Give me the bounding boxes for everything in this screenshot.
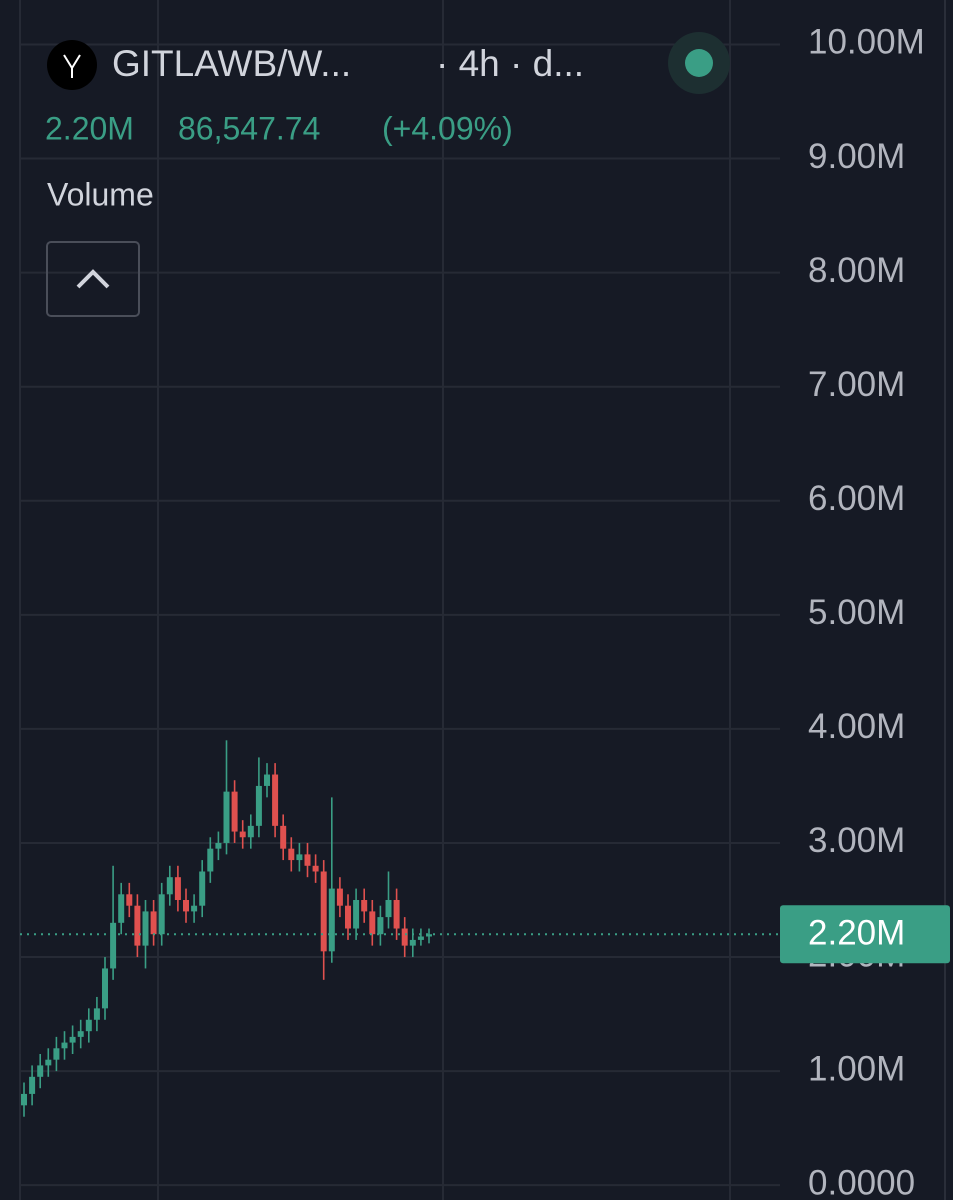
candle-body (215, 842, 222, 849)
candle-body (288, 848, 295, 861)
interval: · 4h · d... (436, 43, 584, 84)
candle-body (264, 774, 270, 786)
candle-body (126, 894, 133, 906)
header-price: 86,547.74 (178, 110, 320, 146)
candle-body (223, 791, 230, 843)
candle-body (345, 905, 351, 929)
candle-body (29, 1076, 36, 1094)
candle-body (272, 774, 279, 826)
candle-body (118, 894, 125, 923)
collapse-button[interactable] (46, 241, 140, 317)
symbol-icon (47, 40, 97, 90)
candle-body (199, 871, 206, 906)
candle-body (247, 825, 254, 838)
candle-body (150, 911, 157, 935)
candle-body (312, 865, 319, 872)
y-tick-label: 9.00M (808, 137, 905, 176)
candle-body (239, 831, 246, 838)
header-value: 2.20M (45, 110, 134, 146)
candle-body (134, 905, 141, 946)
candle-body (361, 900, 368, 912)
y-tick-label: 3.00M (808, 821, 905, 860)
candle-body (207, 848, 214, 872)
y-tick-label: 5.00M (808, 593, 905, 632)
candle-body (45, 1059, 52, 1066)
y-tick-label: 4.00M (808, 707, 905, 746)
candle-body (93, 1008, 100, 1020)
candle-body (85, 1019, 92, 1032)
candle-body (377, 917, 384, 935)
indicator-label: Volume (47, 176, 154, 212)
header-change: (+4.09%) (382, 110, 513, 146)
candle-body (110, 922, 117, 969)
candle-body (37, 1065, 44, 1077)
candle-body (353, 900, 360, 929)
candle-body (328, 888, 335, 952)
candle-body (183, 900, 189, 912)
last-price-label: 2.20M (808, 913, 905, 952)
candle-body (336, 888, 343, 906)
status-dot (685, 49, 713, 77)
y-tick-label: 7.00M (808, 365, 905, 404)
candle-body (296, 854, 303, 861)
candle-body (320, 871, 327, 952)
candle-body (369, 911, 376, 935)
last-price-box (780, 905, 950, 964)
y-tick-label: 10.00M (808, 23, 925, 62)
candle-body (426, 934, 432, 937)
candle-body (166, 877, 173, 895)
candle-body (393, 900, 400, 929)
candle-body (280, 825, 287, 849)
candle-body (401, 928, 408, 946)
candle-body (77, 1031, 84, 1037)
candle-body (191, 905, 198, 912)
symbol: GITLAWB/W... (112, 43, 351, 84)
candle-body (304, 854, 311, 866)
candle-body (385, 900, 392, 918)
candle-body (21, 1093, 27, 1106)
candle-body (417, 936, 424, 940)
candle-body (255, 785, 262, 826)
symbol-icon-glyph (63, 54, 81, 78)
grid (20, 43, 780, 1187)
candle-body (231, 791, 238, 832)
y-tick-label: 8.00M (808, 251, 905, 290)
candle-body (158, 894, 165, 935)
candle-body (53, 1048, 60, 1060)
candle-body (61, 1042, 68, 1049)
candle-body (102, 968, 108, 1009)
candle-body (174, 877, 181, 900)
y-tick-label: 1.00M (808, 1049, 905, 1088)
candles (21, 740, 432, 1117)
candle-body (409, 939, 416, 946)
y-axis: 0.00001.00M2.00M3.00M4.00M5.00M6.00M7.00… (808, 23, 925, 1200)
candle-body (69, 1036, 76, 1043)
y-tick-label: 0.0000 (808, 1163, 915, 1200)
candle-body (142, 911, 149, 946)
y-tick-label: 6.00M (808, 479, 905, 518)
chevron-icon (76, 269, 110, 289)
